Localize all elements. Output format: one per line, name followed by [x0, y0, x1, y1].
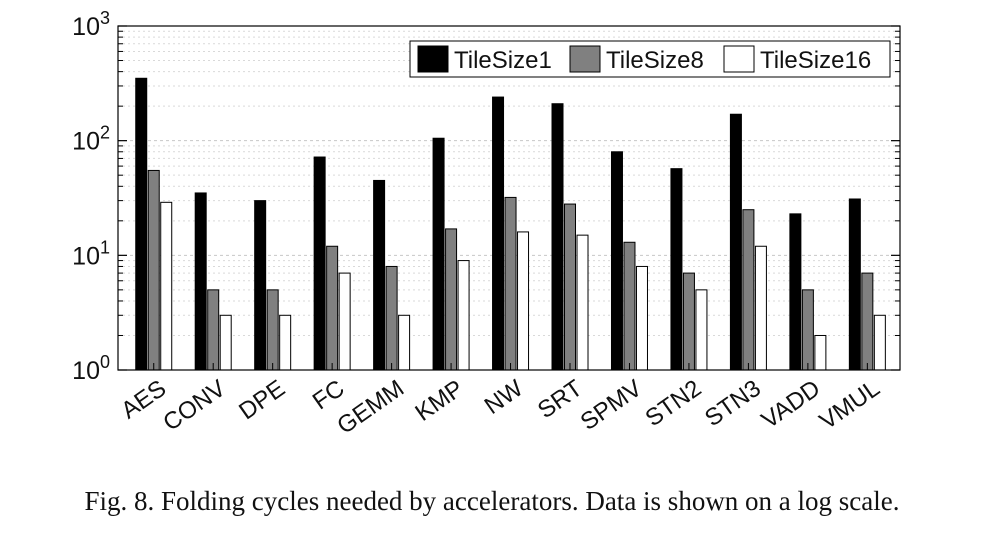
bar-TileSize1-AES: [135, 77, 148, 371]
y-tick-label: 101: [72, 237, 110, 270]
bar-TileSize16-SPMV: [635, 265, 648, 371]
legend-label-TileSize1: TileSize1: [454, 47, 552, 74]
bar-TileSize1-CONV: [194, 192, 207, 371]
legend-label-TileSize8: TileSize8: [606, 47, 704, 74]
y-tick-label: 100: [72, 352, 110, 385]
bar-TileSize8-FC: [326, 245, 339, 371]
x-tick-label-KMP: KMP: [410, 375, 468, 427]
y-tick-label: 102: [72, 123, 110, 156]
bar-TileSize8-SPMV: [623, 241, 636, 371]
bar-TileSize1-GEMM: [373, 179, 386, 371]
bar-TileSize16-FC: [338, 272, 351, 371]
bar-TileSize16-GEMM: [398, 314, 411, 371]
bar-TileSize8-STN3: [742, 209, 755, 371]
bar-TileSize16-CONV: [219, 314, 232, 371]
bar-TileSize8-VADD: [801, 289, 814, 371]
bar-TileSize8-STN2: [682, 272, 695, 371]
bar-TileSize1-KMP: [432, 137, 445, 371]
bar-TileSize8-NW: [504, 196, 517, 371]
bar-TileSize8-KMP: [445, 228, 458, 371]
bar-TileSize8-AES: [147, 169, 160, 371]
bar-TileSize16-SRT: [576, 234, 589, 371]
legend-box: [409, 40, 891, 78]
y-tick-labels: 100 101 102 103: [72, 8, 110, 385]
bars: [135, 77, 886, 371]
bar-TileSize1-NW: [492, 96, 505, 371]
x-tick-label-STN2: STN2: [641, 375, 707, 432]
bar-TileSize16-STN2: [695, 289, 708, 371]
bar-TileSize1-VADD: [789, 213, 802, 371]
bar-TileSize1-STN3: [729, 113, 742, 371]
y-tick-label: 103: [72, 8, 110, 41]
bar-TileSize1-VMUL: [848, 198, 861, 371]
bar-TileSize16-KMP: [457, 260, 470, 371]
bar-TileSize1-DPE: [254, 200, 267, 371]
x-tick-label-VADD: VADD: [757, 375, 826, 434]
bar-TileSize16-VADD: [814, 334, 827, 371]
bar-TileSize16-AES: [160, 201, 173, 371]
figure-caption: Fig. 8. Folding cycles needed by acceler…: [84, 486, 900, 516]
bar-TileSize1-STN2: [670, 168, 683, 371]
x-tick-label-SPMV: SPMV: [576, 375, 647, 436]
bar-TileSize16-DPE: [279, 314, 292, 371]
x-tick-label-DPE: DPE: [234, 375, 290, 425]
x-tick-label-CONV: CONV: [158, 375, 230, 437]
plot-area-frame: [117, 25, 901, 371]
axis-ticks: [118, 25, 900, 371]
legend-swatch-TileSize1: [417, 45, 449, 73]
bar-TileSize1-SPMV: [610, 151, 623, 371]
bar-TileSize8-SRT: [564, 203, 577, 371]
legend-swatch-TileSize8: [569, 45, 601, 73]
bar-TileSize8-CONV: [207, 289, 220, 371]
bar-TileSize1-SRT: [551, 103, 564, 371]
x-tick-label-VMUL: VMUL: [815, 375, 885, 435]
legend: TileSize1 TileSize8 TileSize16: [409, 40, 891, 78]
bar-TileSize16-NW: [517, 231, 530, 371]
bar-TileSize1-FC: [313, 156, 326, 371]
x-tick-label-GEMM: GEMM: [332, 375, 409, 440]
bar-TileSize8-VMUL: [861, 272, 874, 371]
bar-TileSize16-STN3: [754, 245, 767, 371]
legend-label-TileSize16: TileSize16: [760, 47, 871, 74]
legend-swatch-TileSize16: [723, 45, 755, 73]
x-tick-label-NW: NW: [480, 375, 529, 420]
bar-TileSize8-GEMM: [385, 265, 398, 371]
x-tick-label-STN3: STN3: [700, 375, 766, 432]
bar-TileSize16-VMUL: [873, 314, 886, 371]
bar-TileSize8-DPE: [266, 289, 279, 371]
